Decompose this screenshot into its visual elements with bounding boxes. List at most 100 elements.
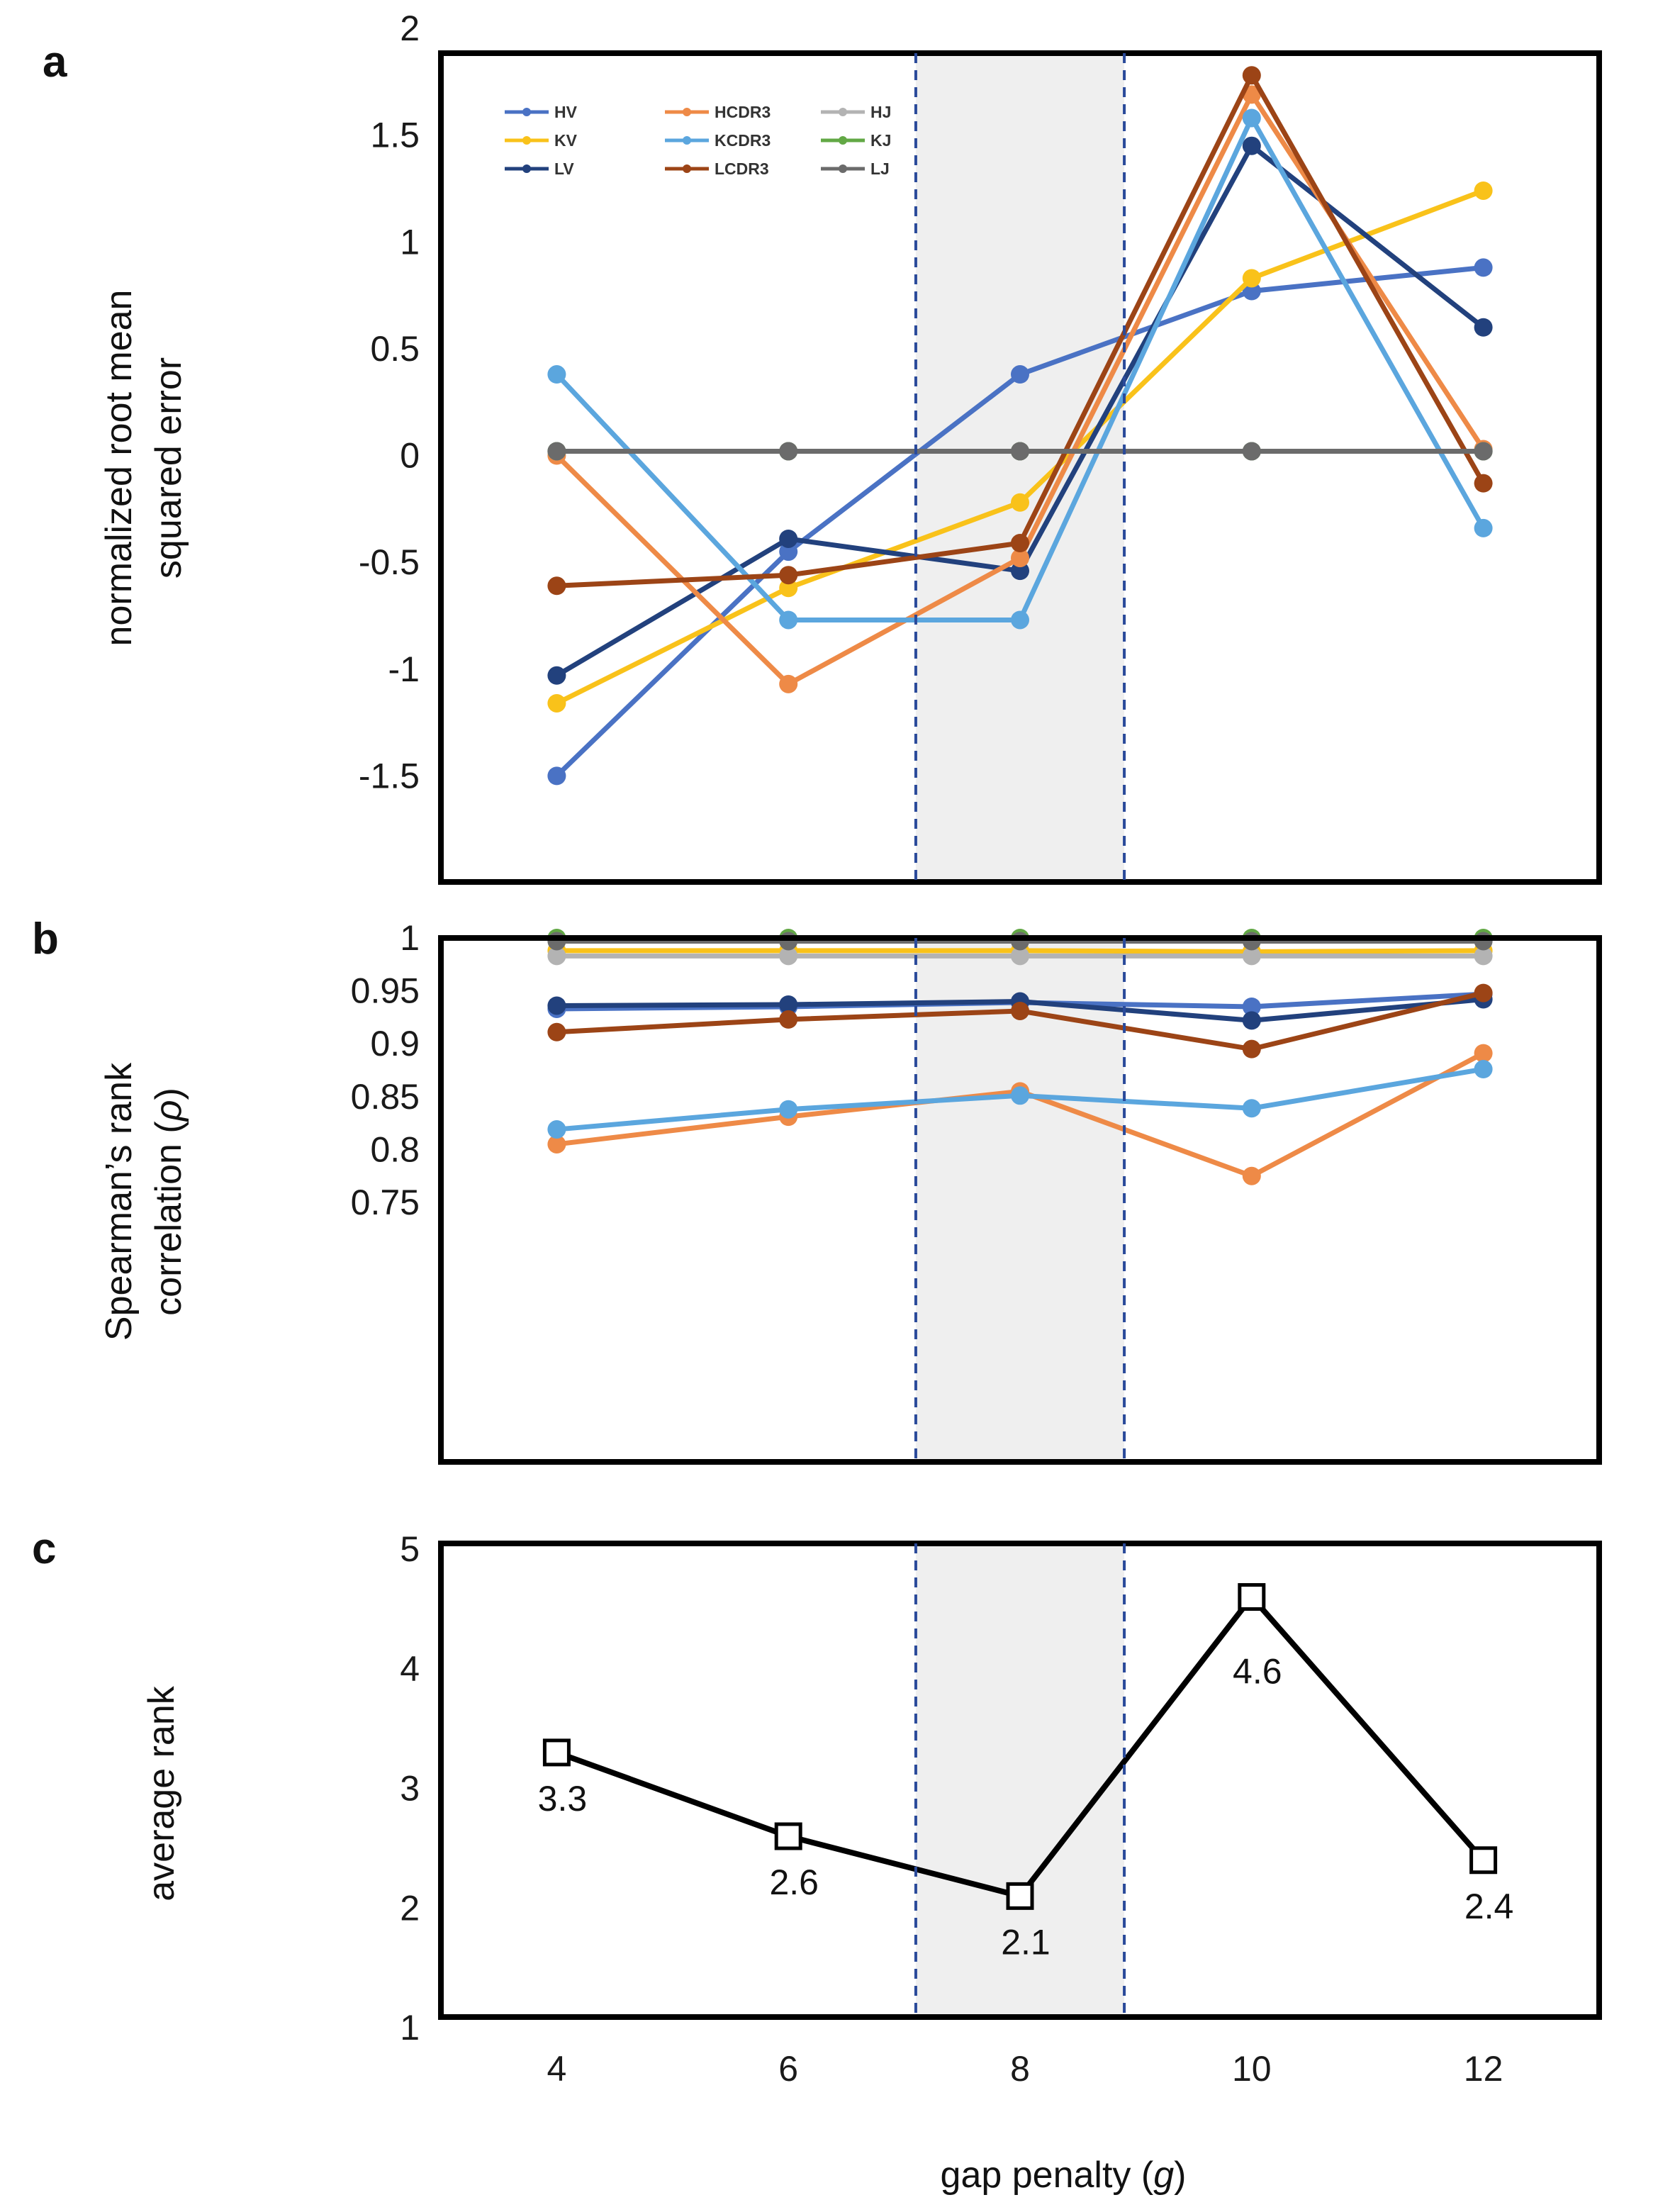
panel-b-point-hj: [779, 946, 798, 966]
panel-b-point-lcdr3: [1242, 1039, 1261, 1058]
panel-a-frame: [438, 50, 1602, 885]
panel-a-ytick-label: 0: [400, 436, 420, 476]
panel-c-ylabel: average rank: [141, 1685, 182, 1901]
panel-a-series: [547, 66, 1493, 786]
panel-a-point-kcdr3: [779, 610, 798, 630]
panel-b-point-hv: [1242, 997, 1261, 1016]
panel-b-y-ticks: 1 0.95 0.9 0.85 0.8 0.75: [351, 918, 420, 1222]
panel-a-point-lcdr3: [779, 566, 798, 585]
panel-b-point-lv: [779, 995, 798, 1014]
panel-b-ytick-label: 0.85: [351, 1077, 420, 1117]
x-tick-label: 4: [547, 2049, 566, 2089]
panel-b-highlight-band: [915, 938, 1125, 1462]
panel-b-point-kcdr3: [547, 1120, 566, 1139]
panel-b-point-hj: [1242, 946, 1261, 966]
panel-a-point-lcdr3: [1011, 534, 1029, 553]
panel-b-ylabel-var: ρ: [148, 1100, 189, 1122]
panel-b-ylabel-suffix: ): [148, 1088, 189, 1100]
x-tick-label: 10: [1232, 2049, 1272, 2089]
legend-label-lv: LV: [554, 160, 574, 178]
panel-c-data-label: 4.6: [1233, 1652, 1282, 1692]
legend: HV KV LV HCDR3 KCDR3 LCDR3 HJ KJ LJ: [505, 103, 891, 178]
panel-a-ytick-label: -0.5: [359, 542, 420, 582]
legend-marker-hj: [839, 108, 847, 116]
panel-a-ylabel-line1: normalized root mean: [99, 290, 140, 647]
panel-c-letter: c: [32, 1524, 56, 1573]
panel-c-data-label: 2.1: [1001, 1922, 1051, 1962]
legend-label-lcdr3: LCDR3: [715, 160, 769, 178]
panel-b-series: [547, 929, 1493, 1185]
x-axis-label-var: g: [1153, 2155, 1174, 2196]
legend-marker-kj: [839, 136, 847, 145]
panel-b-point-hj: [1474, 946, 1493, 966]
legend-marker-kcdr3: [683, 136, 691, 145]
panel-c-data-label: 2.6: [769, 1862, 819, 1902]
legend-label-kv: KV: [554, 131, 578, 150]
panel-c-highlight-band: [915, 1543, 1125, 2017]
legend-marker-hcdr3: [683, 108, 691, 116]
panel-c-ytick-label: 1: [400, 2008, 420, 2048]
panel-a: a 2 1.5 1 0.5 0 -0.5 -1 -1.5 normalized root me…: [43, 9, 1602, 885]
panel-a-point-hv: [779, 542, 798, 562]
panel-a-point-lv: [1474, 318, 1493, 337]
panel-a-point-lcdr3: [1242, 66, 1261, 85]
panel-b-ylabel-prefix: correlation (: [148, 1121, 189, 1316]
panel-c-point-average-rank: [1238, 1583, 1266, 1611]
panel-a-point-lj: [547, 442, 566, 461]
panel-a-ytick-label: 1.5: [370, 116, 420, 155]
panel-c-highlight: [915, 1543, 1125, 2017]
panel-b-point-hj: [547, 946, 566, 966]
panel-c-series: 3.3 2.6 2.1 4.6 2.4: [538, 1583, 1513, 1962]
panel-a-point-kcdr3: [1242, 108, 1261, 128]
panel-a-point-kv: [1474, 181, 1493, 200]
panel-b-point-lj: [1474, 932, 1493, 951]
panel-a-ytick-label: 0.5: [370, 329, 420, 369]
panel-a-point-hcdr3: [1011, 549, 1029, 568]
panel-c-ytick-label: 2: [400, 1888, 420, 1928]
legend-marker-hv: [522, 108, 531, 116]
panel-b-point-kcdr3: [779, 1100, 798, 1119]
x-axis-label-suffix: ): [1174, 2155, 1186, 2196]
x-tick-label: 6: [778, 2049, 798, 2089]
panel-a-ytick-label: -1: [388, 649, 420, 689]
panel-a-point-kv: [779, 579, 798, 598]
panel-a-point-hv: [547, 766, 566, 786]
panel-c-point-average-rank: [1469, 1846, 1498, 1875]
panel-b-point-hcdr3: [1242, 1166, 1261, 1185]
legend-marker-lv: [522, 164, 531, 173]
panel-a-ytick-label: -1.5: [359, 756, 420, 795]
panel-a-point-hcdr3: [779, 674, 798, 693]
legend-label-kj: KJ: [870, 131, 891, 150]
panel-b-point-hj: [1011, 946, 1029, 966]
panel-a-y-ticks: 2 1.5 1 0.5 0 -0.5 -1 -1.5: [359, 9, 420, 795]
panel-b-point-lj: [779, 932, 798, 951]
panel-c-frame: [438, 1541, 1602, 2020]
panel-c-point-average-rank: [1006, 1882, 1034, 1910]
panel-a-point-hv: [1011, 365, 1029, 384]
legend-marker-lj: [839, 164, 847, 173]
x-ticks: 4 6 8 10 12: [547, 2049, 1503, 2089]
highlight-boundaries: [914, 53, 1126, 2017]
panel-b-point-lj: [547, 932, 566, 951]
panel-a-point-lv: [1011, 562, 1029, 581]
panel-b-point-hcdr3: [1474, 1044, 1493, 1063]
panel-b-point-lcdr3: [547, 1022, 566, 1041]
legend-label-kcdr3: KCDR3: [715, 131, 771, 150]
panel-b-ytick-label: 0.8: [370, 1129, 420, 1169]
panel-a-point-lcdr3: [1474, 474, 1493, 493]
panel-b-ylabel-line2: correlation (ρ): [148, 1088, 189, 1316]
legend-label-hj: HJ: [870, 103, 891, 121]
panel-b-point-hcdr3: [547, 1134, 566, 1154]
panel-a-point-lj: [779, 442, 798, 461]
panel-b-point-lj: [1242, 932, 1261, 951]
panel-a-ylabel-line2: squared error: [148, 357, 189, 579]
panel-a-point-hv: [1242, 281, 1261, 301]
panel-a-point-kcdr3: [1011, 610, 1029, 630]
legend-label-hcdr3: HCDR3: [715, 103, 771, 121]
panel-b-ytick-label: 1: [400, 918, 420, 958]
panel-c-ytick-label: 3: [400, 1769, 420, 1809]
panel-c-data-label: 3.3: [538, 1779, 588, 1819]
panel-c-point-average-rank: [774, 1822, 802, 1850]
panel-b-point-kcdr3: [1011, 1086, 1029, 1105]
